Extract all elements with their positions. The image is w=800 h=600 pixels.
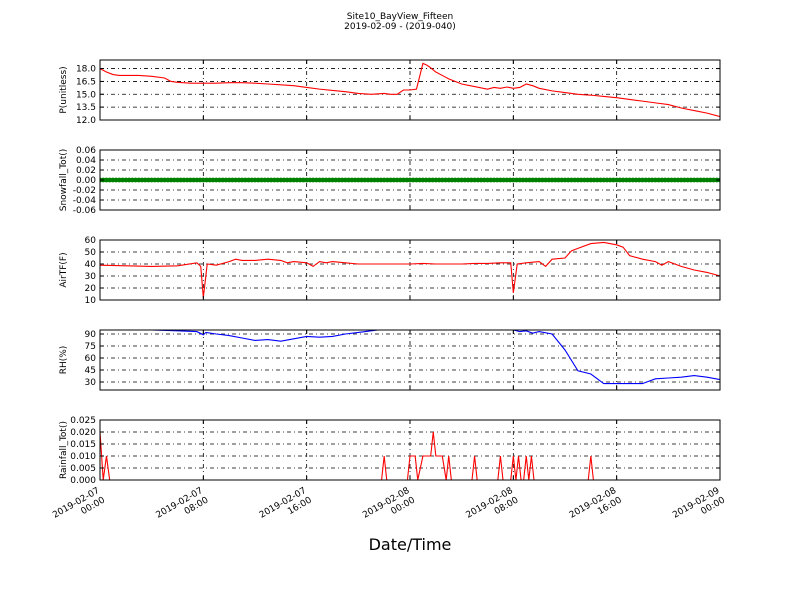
y-tick-label: 40 (85, 260, 97, 270)
panel-3: 10 20 30 40 50 60 AirTF(F) (59, 236, 721, 306)
x-axis-label: Date/Time (369, 535, 452, 554)
y-tick-label: 10 (85, 296, 97, 306)
chart-subtitle: 2019-02-09 - (2019-040) (344, 22, 456, 32)
y-tick-label: 13.5 (76, 103, 96, 113)
chart-title: Site10_BayView_Fifteen (347, 12, 453, 22)
y-tick-label: 0.06 (76, 146, 96, 156)
panel-5: 0.000 0.005 0.010 0.015 0.020 0.025Rainfall_T… (59, 416, 721, 486)
y-tick-label: 90 (85, 330, 97, 340)
y-tick-label: 0.005 (70, 464, 96, 474)
y-axis-label: Rainfall_Tot() (59, 421, 69, 479)
y-tick-label: 50 (85, 248, 97, 258)
y-axis-label: Snowfall_Tot() (59, 149, 69, 212)
y-tick-label: 18.0 (76, 65, 96, 75)
y-tick-label: 0.04 (76, 156, 96, 166)
y-tick-label: 60 (85, 236, 97, 246)
series-line-5 (100, 431, 720, 480)
y-tick-label: 15.0 (76, 90, 96, 100)
panel-2: -0.06-0.04-0.020.000.020.040.06 Snowfall_… (59, 146, 721, 216)
y-tick-label: 30 (85, 272, 97, 282)
y-tick-label: 0.000 (70, 476, 96, 486)
series-points-2 (100, 177, 720, 183)
y-tick-label: 0.010 (70, 452, 96, 462)
y-axis-label: RH(%) (59, 346, 69, 375)
y-tick-label: 45 (85, 366, 96, 376)
y-tick-label: -0.02 (73, 186, 96, 196)
y-tick-label: 0.015 (70, 440, 96, 450)
y-axis-label: AirTF(F) (59, 252, 69, 287)
panel-4: 30 45 60 75 90 RH(%) (59, 329, 721, 391)
y-tick-label: 0.02 (76, 166, 96, 176)
y-tick-label: -0.06 (73, 206, 97, 216)
y-tick-label: 12.0 (76, 116, 96, 126)
panel-1: 12.0 13.5 15.0 16.5 18.0 P(unitless) (59, 59, 721, 126)
y-tick-label: 30 (85, 378, 97, 388)
y-tick-label: 0.020 (70, 428, 96, 438)
y-tick-label: 75 (85, 342, 96, 352)
y-tick-label: -0.04 (73, 196, 97, 206)
y-tick-label: 16.5 (76, 77, 96, 87)
series-line-1 (100, 62, 720, 118)
y-tick-label: 0.025 (70, 416, 96, 426)
y-tick-label: 0.00 (76, 176, 96, 186)
y-tick-label: 60 (85, 354, 97, 364)
panels-layer: 12.013.515.016.518.0P(unitless)-0.06-0.0… (59, 59, 721, 486)
y-tick-label: 20 (85, 284, 97, 294)
series-line-3 (100, 241, 720, 298)
y-axis-label: P(unitless) (59, 66, 69, 113)
